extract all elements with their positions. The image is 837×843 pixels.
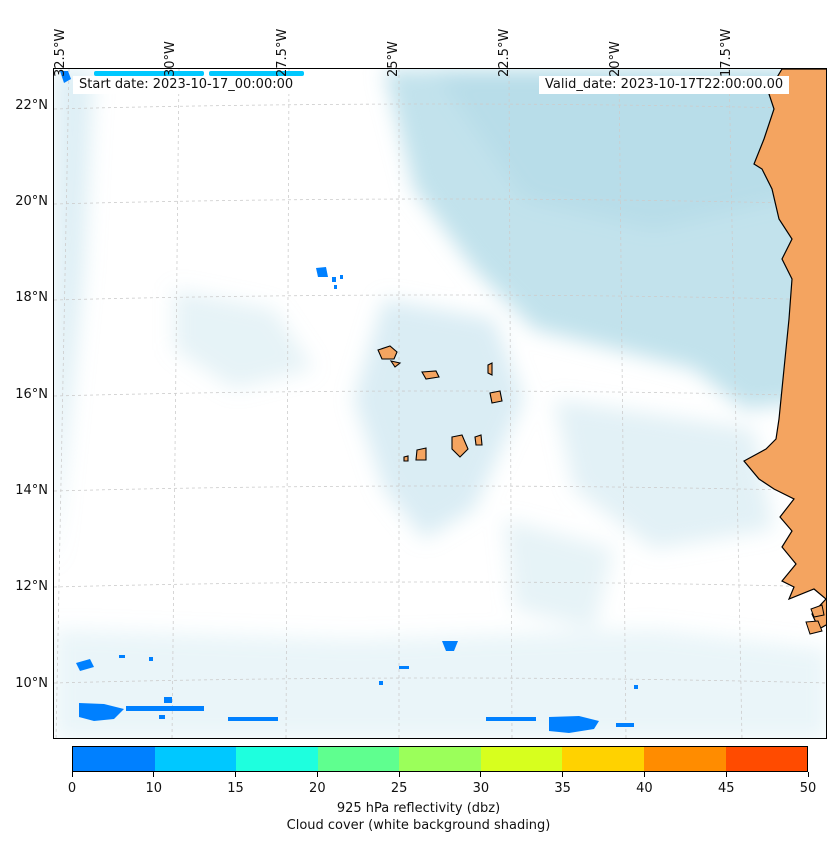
colorbar-tick — [235, 772, 237, 777]
colorbar-tick — [725, 772, 727, 777]
map-canvas — [54, 69, 826, 738]
colorbar-tick — [153, 772, 155, 777]
reflectivity-patches — [60, 71, 638, 733]
coast-islet — [805, 620, 823, 635]
colorbar-tick-label: 50 — [799, 781, 817, 796]
lat-label: 14°N — [15, 483, 48, 498]
colorbar-tick-label: 25 — [390, 781, 408, 796]
lon-label: 22.5°W — [497, 28, 512, 77]
colorbar-tick — [316, 772, 318, 777]
colorbar-segment — [480, 747, 563, 771]
colorbar-tick-label: 45 — [717, 781, 735, 796]
lat-label: 10°N — [15, 676, 48, 691]
colorbar-segment — [643, 747, 726, 771]
colorbar-label: 925 hPa reflectivity (dbz) — [336, 801, 501, 816]
lat-label: 12°N — [15, 579, 48, 594]
colorbar-segment — [725, 747, 808, 771]
colorbar-tick — [807, 772, 809, 777]
africa-coastline — [743, 69, 826, 630]
colorbar-tick — [562, 772, 564, 777]
colorbar — [72, 746, 808, 772]
lat-label: 18°N — [15, 290, 48, 305]
lon-label: 32.5°W — [53, 28, 68, 77]
colorbar-segment — [73, 747, 155, 771]
lon-label: 25°W — [386, 41, 401, 77]
cloud-cover-shading — [54, 69, 826, 738]
colorbar-tick — [398, 772, 400, 777]
colorbar-segment — [154, 747, 237, 771]
colorbar-tick-label: 0 — [67, 781, 77, 796]
colorbar-tick-label: 10 — [145, 781, 163, 796]
colorbar-tick-label: 35 — [554, 781, 571, 796]
lon-label: 27.5°W — [275, 28, 290, 77]
valid-date-label: Valid_date: 2023-10-17T22:00:00.00 — [539, 76, 790, 94]
colorbar-tick-label: 30 — [472, 781, 490, 796]
colorbar-tick — [71, 772, 73, 777]
colorbar-segment — [399, 747, 481, 771]
colorbar-tick-label: 15 — [227, 781, 244, 796]
map-panel — [53, 68, 827, 739]
lat-label: 16°N — [15, 387, 48, 402]
lon-label: 30°W — [163, 41, 178, 77]
graticule — [54, 69, 826, 738]
colorbar-tick — [643, 772, 645, 777]
colorbar-segment — [236, 747, 318, 771]
coast-islet — [810, 604, 825, 618]
colorbar-segment — [317, 747, 400, 771]
lat-label: 20°N — [15, 194, 48, 209]
cape-verde-islands — [377, 345, 503, 462]
colorbar-tick — [480, 772, 482, 777]
colorbar-tick-label: 20 — [309, 781, 326, 796]
lon-label: 20°W — [608, 41, 623, 77]
colorbar-segment — [562, 747, 644, 771]
lon-label: 17.5°W — [719, 28, 734, 77]
start-date-label: Start date: 2023-10-17_00:00:00 — [73, 76, 300, 94]
lat-label: 22°N — [15, 98, 48, 113]
colorbar-tick-label: 40 — [636, 781, 653, 796]
colorbar-sublabel: Cloud cover (white background shading) — [286, 818, 551, 833]
